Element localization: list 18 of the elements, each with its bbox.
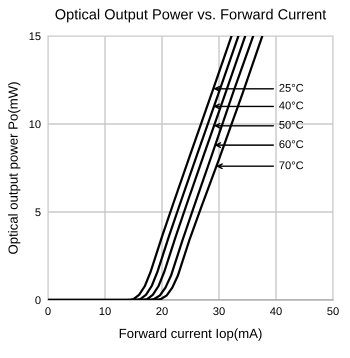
x-tick-label: 0 [45, 307, 51, 316]
x-tick-label: 50 [327, 307, 339, 316]
y-tick-label: 5 [35, 208, 41, 216]
y-tick-label: 15 [30, 32, 41, 40]
x-axis-title: Forward current Iop(mA) [120, 328, 262, 341]
x-tick-label: 30 [213, 307, 225, 316]
chart-title: Optical Output Power vs. Forward Current [55, 8, 326, 22]
annotation: 50°C [279, 120, 304, 129]
annotation: 60°C [279, 140, 304, 148]
y-tick-label: 0 [35, 296, 41, 304]
annotation: 25°C [279, 84, 304, 92]
x-tick-label: 40 [270, 307, 282, 316]
annotation: 40°C [279, 102, 304, 110]
x-tick-label: 10 [100, 307, 111, 316]
annotation: 70°C [279, 161, 304, 170]
y-axis-title: Optical output power Po(mW) [8, 82, 20, 254]
x-tick-label: 20 [156, 307, 168, 316]
y-tick-label: 10 [30, 120, 41, 128]
